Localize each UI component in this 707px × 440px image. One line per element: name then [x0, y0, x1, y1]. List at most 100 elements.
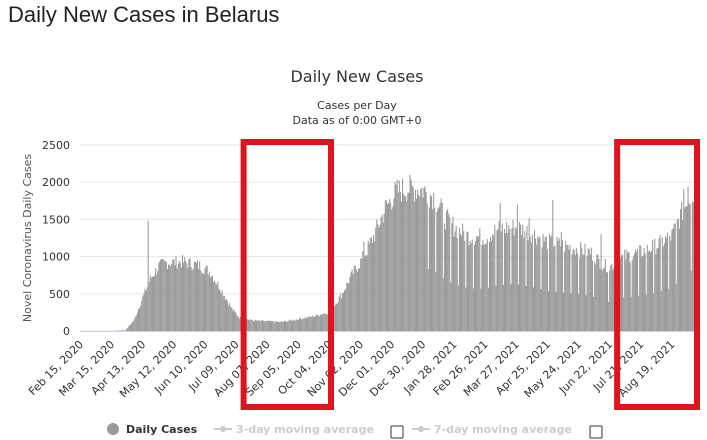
bar	[342, 292, 345, 331]
bar	[376, 219, 378, 331]
bar	[432, 209, 434, 331]
bar	[269, 320, 272, 331]
bar	[130, 324, 132, 331]
bar	[388, 202, 390, 331]
bar	[690, 270, 692, 331]
y-axis-label: Novel Coronavirus Daily Cases	[21, 154, 34, 322]
bar	[529, 236, 531, 331]
bar	[473, 244, 475, 331]
bar	[256, 320, 258, 331]
bar	[628, 252, 630, 331]
bar	[515, 228, 517, 331]
bar	[347, 282, 349, 331]
bar	[633, 253, 635, 331]
bar	[688, 203, 690, 331]
bar	[276, 321, 278, 331]
bar	[320, 314, 322, 331]
bar	[557, 240, 559, 331]
bar	[579, 257, 581, 331]
bar	[158, 262, 160, 331]
bar	[383, 213, 385, 331]
bar	[199, 261, 201, 331]
checkbox-7day[interactable]	[589, 425, 603, 439]
bar	[479, 228, 481, 331]
bar	[454, 231, 456, 331]
bar	[339, 294, 341, 331]
bar	[140, 305, 142, 331]
bar	[687, 186, 689, 331]
bar	[379, 224, 381, 331]
bar	[316, 314, 318, 331]
bar	[570, 293, 572, 331]
bar	[305, 318, 307, 331]
bar	[600, 234, 602, 331]
bar	[610, 265, 612, 331]
bar	[163, 260, 165, 331]
bar	[407, 192, 409, 331]
bar	[413, 201, 415, 331]
bar	[306, 316, 308, 331]
bar	[541, 247, 543, 331]
bar	[663, 243, 665, 331]
bar	[396, 179, 398, 331]
bar	[377, 224, 379, 331]
bar	[469, 240, 471, 331]
bar	[368, 243, 370, 331]
bar	[297, 320, 299, 331]
bar	[289, 319, 291, 331]
y-tick-label: 1000	[42, 251, 70, 264]
bar	[673, 224, 675, 331]
bar	[237, 316, 239, 331]
bar	[450, 282, 452, 331]
bar	[495, 285, 497, 331]
bar	[278, 322, 280, 331]
bar	[220, 293, 222, 331]
bar	[149, 275, 151, 331]
bar	[311, 315, 313, 331]
bar	[490, 237, 492, 331]
bar	[191, 270, 193, 331]
bar	[216, 284, 218, 331]
bar	[236, 315, 238, 331]
bar	[596, 254, 598, 331]
bar	[192, 268, 194, 331]
bar	[629, 262, 631, 331]
bar	[622, 254, 624, 331]
bar	[373, 234, 375, 331]
bar	[528, 217, 530, 331]
checkbox-3day[interactable]	[390, 425, 404, 439]
bar	[482, 239, 484, 331]
bar	[472, 288, 474, 331]
bar	[668, 289, 670, 331]
bar	[444, 229, 446, 331]
bar	[378, 227, 380, 331]
bar	[410, 179, 412, 331]
bar	[399, 192, 401, 331]
bar	[535, 238, 537, 331]
bar	[321, 314, 323, 331]
bar	[360, 258, 362, 331]
y-tick-label: 500	[49, 288, 70, 301]
bar	[420, 188, 422, 331]
bar	[261, 320, 263, 331]
bar	[385, 200, 387, 331]
bar	[389, 198, 391, 331]
chart-title: Daily New Cases	[290, 67, 423, 86]
bar	[611, 263, 613, 331]
bar	[181, 255, 184, 331]
bar	[325, 314, 327, 331]
bar	[635, 251, 638, 331]
bar	[554, 245, 556, 331]
bar	[429, 194, 431, 331]
bar	[501, 223, 503, 331]
bar	[468, 245, 470, 331]
bar	[493, 235, 495, 331]
bar	[198, 268, 200, 331]
bar	[471, 239, 473, 331]
bar	[424, 186, 426, 331]
bar	[249, 319, 251, 331]
y-tick-label: 2500	[42, 139, 70, 152]
bar	[428, 207, 430, 331]
bar	[275, 320, 277, 331]
bar	[398, 180, 400, 331]
